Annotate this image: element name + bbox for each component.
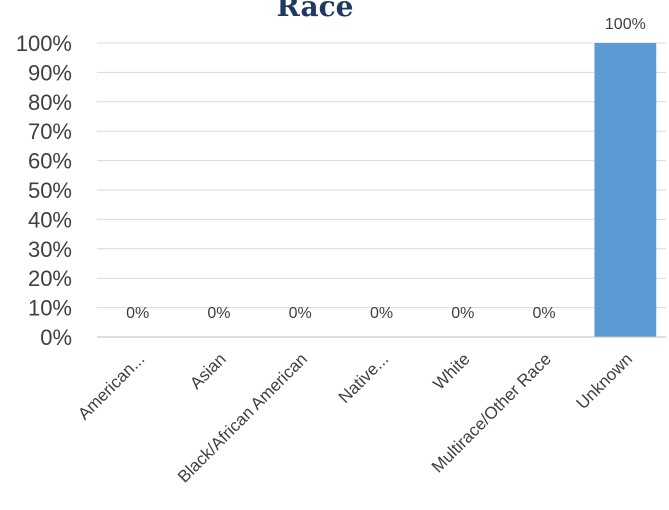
data-label: 0% [451,305,474,322]
bar [594,43,657,337]
gridlines [97,42,666,309]
data-label: 0% [370,305,393,322]
data-label: 100% [605,16,646,33]
data-label: 0% [533,305,556,322]
y-tick-label: 50% [28,178,72,203]
y-tick-label: 100% [16,31,72,56]
y-tick-label: 40% [28,207,72,232]
data-label: 0% [126,305,149,322]
y-tick-label: 80% [28,90,72,115]
bars [594,43,657,337]
y-tick-label: 10% [28,296,72,321]
x-tick-label: American... [74,349,148,423]
y-tick-label: 0% [40,325,72,350]
y-axis-ticks: 0% 10% 20% 30% 40% 50% 60% 70% 80% 90% 100% [16,31,72,350]
data-label: 0% [289,305,312,322]
x-tick-label: Unknown [573,349,637,413]
x-tick-label: Asian [186,349,230,393]
x-tick-label: White [429,349,473,393]
y-tick-label: 90% [28,60,72,85]
y-tick-label: 20% [28,266,72,291]
y-tick-label: 30% [28,237,72,262]
y-tick-label: 60% [28,149,72,174]
chart-title: Race [277,0,354,23]
x-tick-label: Native... [335,349,393,407]
data-labels: 0% 0% 0% 0% 0% 0% 100% [126,16,646,322]
y-tick-label: 70% [28,119,72,144]
data-label: 0% [207,305,230,322]
